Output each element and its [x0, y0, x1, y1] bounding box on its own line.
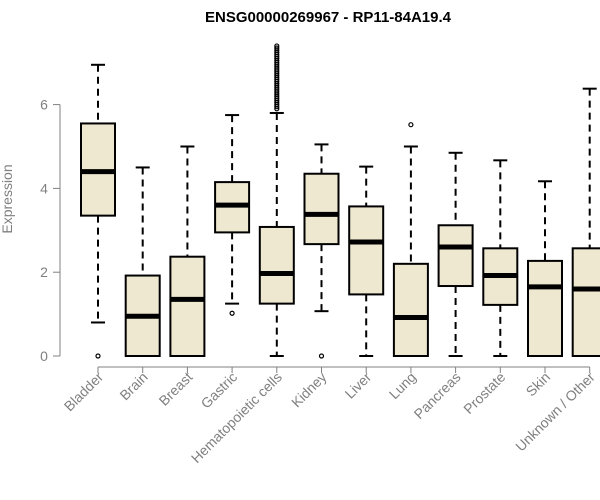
y-axis-label: Expression [0, 164, 15, 233]
outlier-point [95, 353, 101, 359]
y-tick-label: 6 [40, 97, 48, 113]
iqr-box [348, 205, 385, 296]
x-tick-label: Pancreas [411, 369, 464, 422]
box-gastric [214, 114, 251, 316]
outlier-point [229, 310, 235, 316]
box-brain [124, 166, 161, 357]
outlier-point [274, 45, 280, 51]
y-tick-label: 2 [40, 264, 48, 280]
x-tick-label: Liver [342, 369, 375, 402]
iqr-box [437, 224, 474, 288]
y-axis: 0 2 4 6 [40, 97, 61, 364]
iqr-box [169, 255, 206, 357]
boxes-group [80, 43, 600, 359]
x-tick-label: Bladder [61, 369, 107, 415]
box-unknown-other [571, 87, 600, 357]
chart-title: ENSG00000269967 - RP11-84A19.4 [205, 9, 452, 26]
x-tick-label: Gastric [198, 369, 241, 412]
box-lung [392, 122, 429, 358]
box-hematopoietic-cells [258, 43, 295, 357]
x-tick-label: Skin [523, 369, 554, 400]
x-tick-label: Prostate [460, 369, 508, 417]
box-pancreas [437, 151, 474, 357]
iqr-box [571, 247, 600, 357]
outlier-point [318, 353, 325, 359]
outlier-point [274, 43, 280, 49]
box-liver [348, 165, 385, 357]
iqr-box [392, 262, 429, 358]
iqr-box [303, 172, 340, 246]
box-breast [169, 145, 206, 357]
iqr-box [258, 225, 295, 305]
x-tick-label: Brain [116, 369, 150, 403]
y-tick-label: 4 [40, 180, 48, 196]
x-tick-label: Unknown / Other [512, 369, 598, 455]
iqr-box [527, 259, 563, 357]
box-skin [527, 180, 563, 357]
box-bladder [80, 63, 116, 359]
x-tick-label: Breast [156, 369, 196, 409]
outlier-point [408, 122, 414, 128]
y-tick-label: 0 [40, 348, 48, 364]
box-kidney [303, 143, 340, 359]
x-tick-label: Kidney [288, 369, 330, 411]
x-tick-label: Lung [386, 369, 419, 402]
box-prostate [482, 159, 519, 357]
